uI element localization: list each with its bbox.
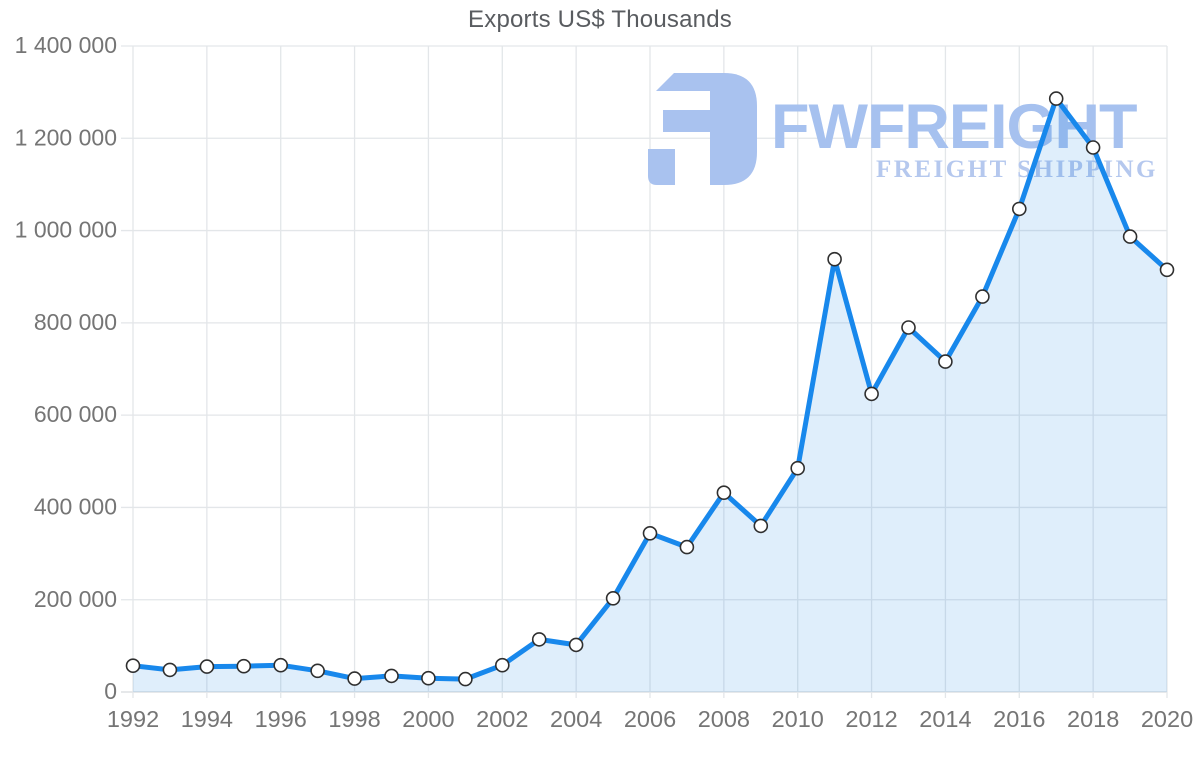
data-point-2007[interactable] — [679, 539, 695, 555]
data-series — [125, 91, 1175, 693]
x-axis-label: 2020 — [1141, 706, 1193, 732]
x-axis-label: 2002 — [476, 706, 528, 732]
data-point-2005[interactable] — [605, 590, 621, 606]
data-point-1999[interactable] — [384, 668, 399, 684]
data-point-1998[interactable] — [347, 671, 362, 686]
y-axis-label: 600 000 — [34, 401, 117, 427]
data-point-2000[interactable] — [421, 670, 436, 686]
watermark: FWFREIGHT FREIGHT SHIPPING — [648, 73, 1158, 185]
x-axis-label: 1998 — [328, 706, 380, 732]
data-point-2009[interactable] — [753, 518, 769, 534]
data-point-1992[interactable] — [125, 658, 141, 674]
x-axis-label: 1994 — [181, 706, 233, 732]
x-axis-label: 2012 — [845, 706, 897, 732]
data-point-1993[interactable] — [162, 662, 178, 678]
fwfreight-logo-icon — [648, 73, 757, 185]
chart-title: Exports US$ Thousands — [468, 6, 732, 33]
data-point-2011[interactable] — [827, 251, 842, 267]
x-axis-label: 2000 — [402, 706, 454, 732]
data-point-2002[interactable] — [494, 657, 510, 673]
data-point-2001[interactable] — [458, 671, 473, 687]
data-point-2019[interactable] — [1122, 229, 1138, 244]
data-point-2015[interactable] — [975, 289, 990, 304]
y-axis-label: 200 000 — [34, 586, 117, 612]
x-axis-label: 2010 — [772, 706, 824, 732]
data-point-2020[interactable] — [1159, 262, 1175, 278]
x-axis-label: 2004 — [550, 706, 602, 732]
data-point-2004[interactable] — [568, 637, 584, 653]
axis-labels: 0 200 000 400 000 600 000 800 000 1 000 000 1 … — [15, 32, 1193, 732]
y-axis-label: 1 200 000 — [15, 124, 117, 150]
data-point-2006[interactable] — [642, 525, 658, 541]
data-point-2008[interactable] — [716, 485, 732, 501]
y-axis-label: 1 000 000 — [15, 217, 117, 243]
data-point-1995[interactable] — [236, 658, 252, 674]
area-fill — [133, 98, 1167, 693]
data-point-2017[interactable] — [1048, 91, 1064, 106]
data-point-2003[interactable] — [531, 632, 547, 647]
y-axis-label: 800 000 — [34, 309, 117, 335]
x-axis-label: 2008 — [698, 706, 750, 732]
data-point-2010[interactable] — [790, 460, 806, 476]
data-point-1994[interactable] — [199, 659, 215, 674]
data-point-2012[interactable] — [864, 386, 879, 402]
x-axis-label: 1992 — [107, 706, 159, 732]
x-axis-label: 2006 — [624, 706, 676, 732]
y-axis-label: 1 400 000 — [15, 32, 117, 58]
x-axis-label: 2018 — [1067, 706, 1119, 732]
watermark-tagline-text: FREIGHT SHIPPING — [876, 156, 1158, 183]
y-axis-label: 0 — [104, 678, 117, 704]
x-axis-label: 1996 — [255, 706, 307, 732]
gridlines — [121, 45, 1168, 698]
data-point-2018[interactable] — [1085, 140, 1101, 155]
data-point-2014[interactable] — [938, 354, 953, 369]
data-point-1996[interactable] — [273, 657, 289, 673]
x-axis-label: 2014 — [919, 706, 971, 732]
data-point-2016[interactable] — [1011, 201, 1027, 217]
x-axis-label: 2016 — [993, 706, 1045, 732]
data-point-2013[interactable] — [901, 320, 916, 335]
data-point-1997[interactable] — [310, 663, 325, 679]
y-axis-label: 400 000 — [34, 494, 117, 520]
